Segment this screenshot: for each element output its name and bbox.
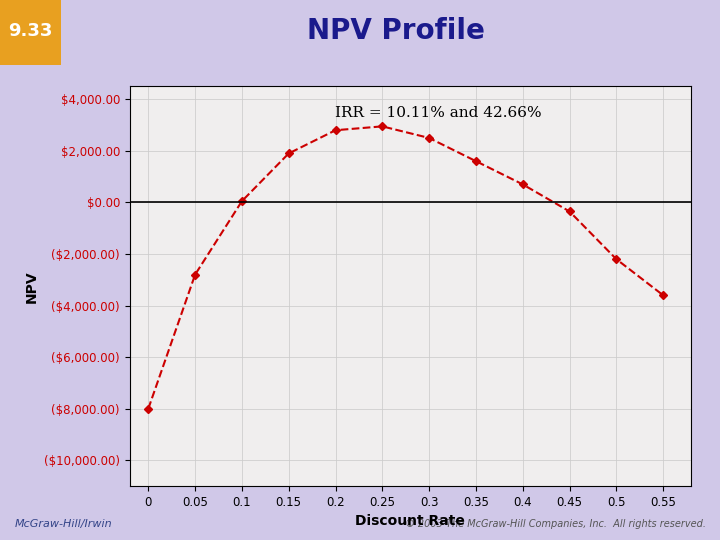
Text: McGraw-Hill/Irwin: McGraw-Hill/Irwin <box>14 519 112 529</box>
Text: IRR = 10.11% and 42.66%: IRR = 10.11% and 42.66% <box>336 106 541 120</box>
Bar <box>0 0 61 65</box>
Text: © 2003 The McGraw-Hill Companies, Inc.  All rights reserved.: © 2003 The McGraw-Hill Companies, Inc. A… <box>405 519 706 529</box>
Y-axis label: NPV: NPV <box>24 270 38 302</box>
X-axis label: Discount Rate: Discount Rate <box>356 514 465 528</box>
Text: NPV Profile: NPV Profile <box>307 17 485 45</box>
Text: 9.33: 9.33 <box>8 22 53 40</box>
